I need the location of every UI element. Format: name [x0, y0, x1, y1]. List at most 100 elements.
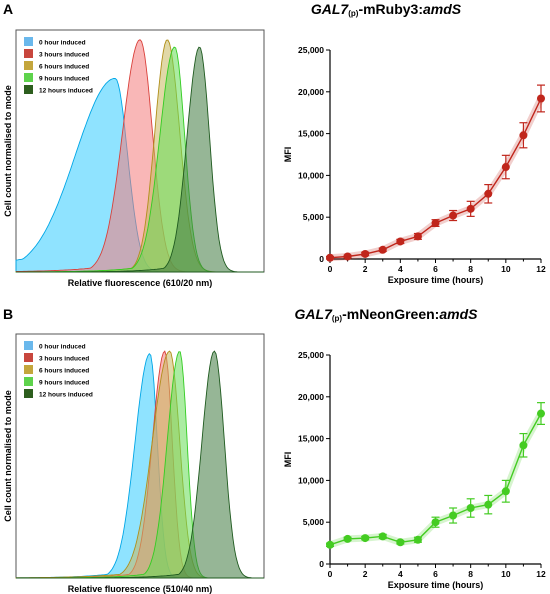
legend-swatch — [24, 353, 33, 362]
y-tick-label: 25,000 — [298, 45, 324, 55]
x-tick-label: 4 — [398, 569, 403, 579]
histogram-series-4 — [16, 350, 264, 579]
data-point — [343, 252, 352, 261]
data-point — [431, 219, 440, 228]
line-plot: 0 5,000 10,000 15,000 20,000 25,000 0 2 4 6 8 10 12 — [298, 350, 546, 579]
legend-swatch — [24, 389, 33, 398]
x-tick-label: 12 — [536, 569, 546, 579]
title-marker: amdS — [439, 306, 478, 322]
data-point — [537, 94, 545, 103]
histogram-x-label: Relative fluorescence (610/20 nm) — [68, 278, 213, 288]
panel-title: GAL7(p)-mRuby3:amdS — [311, 1, 462, 18]
legend-swatch — [24, 341, 33, 350]
data-point — [396, 237, 405, 246]
histogram-x-label: Relative fluorescence (510/40 nm) — [68, 584, 213, 594]
series-line — [329, 98, 542, 259]
panel-letter: B — [3, 306, 13, 322]
title-gene: GAL7 — [311, 1, 350, 17]
data-point — [413, 232, 422, 241]
x-tick-label: 6 — [433, 569, 438, 579]
legend-label: 9 hours induced — [39, 76, 89, 83]
x-tick-label: 2 — [363, 569, 368, 579]
x-tick-label: 8 — [468, 569, 473, 579]
legend-swatch — [24, 85, 33, 94]
data-point — [449, 511, 458, 520]
y-tick-label: 15,000 — [298, 434, 324, 444]
y-tick-label: 10,000 — [298, 475, 324, 485]
legend-label: 3 hours induced — [39, 52, 89, 59]
title-gene: GAL7 — [295, 306, 334, 322]
data-point — [501, 487, 510, 496]
data-point — [343, 534, 352, 543]
x-tick-label: 6 — [433, 264, 438, 274]
data-point — [519, 441, 528, 450]
legend-swatch — [24, 377, 33, 386]
histogram-legend: 0 hour induced 3 hours induced 6 hours ind… — [24, 341, 93, 399]
line-plot: 0 5,000 10,000 15,000 20,000 25,000 0 2 4 6 8 10 12 — [298, 45, 546, 274]
data-point — [326, 253, 334, 262]
y-tick-label: 0 — [319, 559, 324, 569]
panel-title: GAL7(p)-mNeonGreen:amdS — [295, 306, 479, 323]
data-point — [431, 518, 440, 527]
histogram-plot — [15, 333, 265, 579]
data-point — [466, 503, 475, 512]
title-subscript: (p) — [332, 314, 343, 323]
x-tick-label: 10 — [501, 569, 511, 579]
y-tick-label: 10,000 — [298, 170, 324, 180]
y-tick-label: 20,000 — [298, 392, 324, 402]
title-subscript: (p) — [348, 9, 359, 18]
data-point — [361, 249, 370, 258]
legend-swatch — [24, 73, 33, 82]
x-tick-label: 0 — [328, 569, 333, 579]
data-point — [484, 500, 493, 509]
line-x-label: Exposure time (hours) — [388, 275, 484, 285]
histogram-y-label: Cell count normalised to mode — [3, 390, 13, 522]
line-y-label: MFI — [283, 147, 293, 163]
legend-label: 6 hours induced — [39, 64, 89, 71]
y-tick-label: 0 — [319, 254, 324, 264]
y-tick-label: 20,000 — [298, 87, 324, 97]
x-tick-label: 8 — [468, 264, 473, 274]
x-tick-label: 2 — [363, 264, 368, 274]
line-y-label: MFI — [283, 452, 293, 468]
y-tick-label: 15,000 — [298, 129, 324, 139]
histogram-y-label: Cell count normalised to mode — [3, 85, 13, 217]
data-point — [449, 211, 458, 220]
y-tick-label: 5,000 — [303, 212, 325, 222]
legend-swatch — [24, 37, 33, 46]
data-point — [519, 131, 528, 140]
x-tick-label: 4 — [398, 264, 403, 274]
title-marker: amdS — [423, 1, 462, 17]
histogram-plot — [15, 29, 265, 273]
legend-swatch — [24, 61, 33, 70]
data-point — [326, 540, 334, 549]
legend-label: 3 hours induced — [39, 356, 89, 363]
legend-label: 0 hour induced — [39, 40, 86, 47]
data-point — [537, 409, 545, 418]
histogram-series-4 — [16, 46, 264, 273]
data-point — [501, 163, 510, 172]
panel-letter: A — [3, 1, 13, 17]
data-point — [378, 245, 387, 254]
legend-swatch — [24, 365, 33, 374]
legend-label: 0 hour induced — [39, 344, 86, 351]
data-point — [378, 532, 387, 541]
legend-label: 12 hours induced — [39, 88, 93, 95]
legend-label: 6 hours induced — [39, 368, 89, 375]
histogram-legend: 0 hour induced 3 hours induced 6 hours ind… — [24, 37, 93, 95]
title-construct: -mRuby3: — [358, 1, 423, 17]
line-x-label: Exposure time (hours) — [388, 580, 484, 590]
data-point — [396, 538, 405, 547]
series-halo — [329, 96, 545, 262]
x-tick-label: 12 — [536, 264, 546, 274]
y-tick-label: 5,000 — [303, 517, 325, 527]
x-tick-label: 0 — [328, 264, 333, 274]
legend-label: 9 hours induced — [39, 380, 89, 387]
data-point — [361, 534, 370, 543]
data-point — [413, 535, 422, 544]
legend-swatch — [24, 49, 33, 58]
data-point — [466, 204, 475, 213]
legend-label: 12 hours induced — [39, 392, 93, 399]
y-tick-label: 25,000 — [298, 350, 324, 360]
